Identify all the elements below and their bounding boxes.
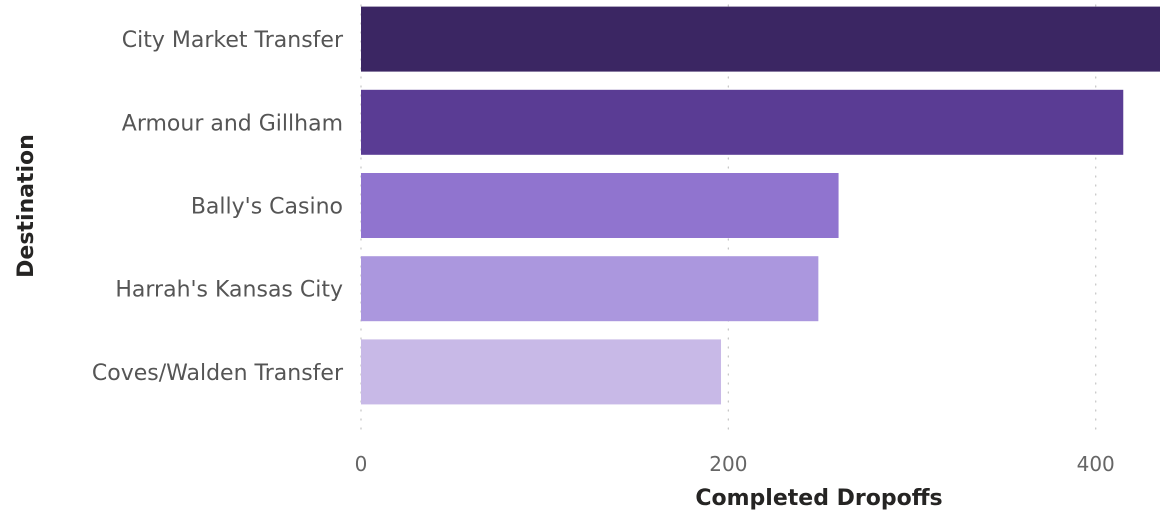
bar-harrah-s-kansas-city[interactable] [361,256,819,322]
x-tick-label: 200 [709,452,747,476]
bar-bally-s-casino[interactable] [361,173,839,238]
category-labels: City Market Transfer Armour and Gillham Ba… [92,28,344,386]
bar-armour-and-gillham[interactable] [361,89,1124,155]
x-tick-labels: 0 200 400 [355,452,1115,476]
x-tick-label: 400 [1077,452,1115,476]
category-label: Armour and Gillham [122,111,343,136]
bars [361,6,1160,405]
category-label: Harrah's Kansas City [115,278,343,303]
x-axis-title: Completed Dropoffs [695,486,942,511]
bar-city-market-transfer[interactable] [361,6,1160,72]
category-label: City Market Transfer [122,28,344,53]
category-label: Bally's Casino [191,195,343,220]
category-label: Coves/Walden Transfer [92,361,344,386]
bar-coves-walden-transfer[interactable] [361,339,722,405]
y-axis-title: Destination [14,134,39,278]
x-tick-label: 0 [355,452,368,476]
